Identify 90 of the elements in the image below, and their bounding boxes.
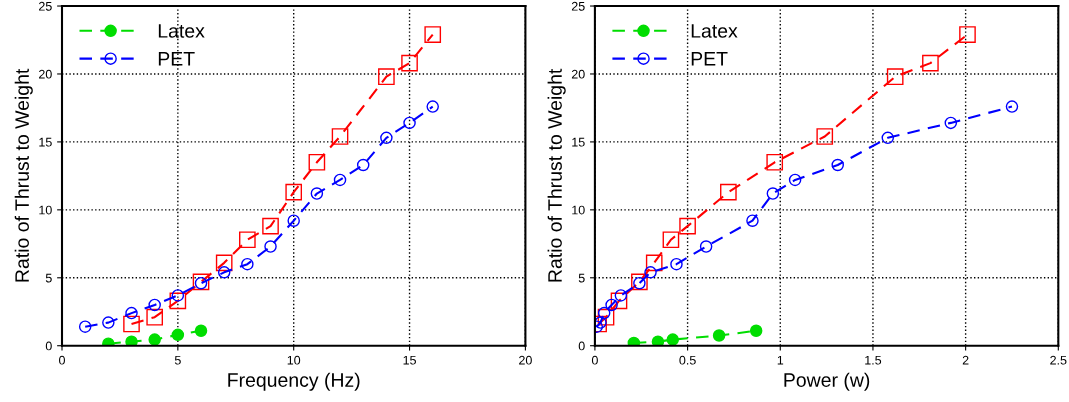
point (239, 231, 256, 249)
point (356, 158, 370, 172)
point (378, 68, 395, 86)
point (308, 153, 326, 171)
point (262, 217, 279, 235)
point (148, 333, 161, 346)
legend-label: PET (691, 52, 728, 66)
point (169, 292, 187, 310)
point (662, 231, 680, 249)
point (426, 100, 439, 113)
point (614, 289, 628, 302)
x-tick-label: 5 (174, 355, 181, 365)
x-axis-title: Power (w) (784, 372, 870, 391)
y-axis-title: Ratio of Thrust to Weight (547, 68, 566, 282)
point (403, 116, 416, 130)
y-tick-label: 5 (45, 273, 52, 283)
x-tick-label: 0 (591, 355, 598, 365)
point (78, 320, 92, 333)
point (380, 131, 393, 145)
y-tick-label: 15 (572, 137, 585, 147)
x-tick-label: 20 (519, 355, 532, 365)
point (766, 187, 780, 200)
y-tick-label: 5 (578, 273, 585, 283)
point (171, 328, 185, 342)
point (123, 315, 140, 333)
point (666, 333, 680, 346)
point (1005, 100, 1019, 113)
point (679, 217, 696, 235)
point (217, 266, 231, 279)
point (645, 254, 663, 272)
y-tick-label: 0 (578, 341, 585, 351)
point (333, 173, 347, 187)
legend-label: Latex (158, 24, 205, 38)
point (148, 298, 161, 312)
x-tick-label: 0 (59, 355, 65, 365)
point (401, 54, 418, 72)
y-tick-label: 10 (39, 205, 52, 215)
y-tick-label: 20 (571, 69, 585, 79)
point (125, 306, 138, 320)
y-tick-label: 25 (571, 1, 585, 11)
point (881, 131, 895, 145)
point (922, 54, 939, 72)
point (749, 324, 763, 338)
point (424, 26, 442, 43)
x-axis-title: Frequency (Hz) (228, 372, 360, 391)
x-tick-label: 0.5 (679, 355, 696, 365)
x-tick-label: 2.5 (1050, 355, 1067, 365)
point (194, 324, 208, 338)
y-tick-label: 15 (39, 137, 52, 147)
point (699, 240, 713, 253)
point (886, 68, 904, 86)
point (627, 336, 641, 346)
point (597, 308, 615, 326)
x-tick-label: 15 (403, 355, 416, 365)
point (816, 128, 834, 145)
point (171, 289, 185, 302)
point (644, 266, 657, 279)
point (788, 173, 802, 187)
point (146, 308, 164, 326)
point (310, 187, 324, 200)
point (125, 335, 138, 346)
x-tick-label: 1 (777, 355, 784, 365)
point (285, 183, 303, 201)
point (670, 257, 683, 271)
point (287, 214, 300, 227)
point (766, 153, 784, 171)
y-tick-label: 25 (39, 1, 52, 11)
legend-label: PET (158, 52, 195, 66)
legend-label: Latex (691, 24, 738, 38)
point (215, 254, 233, 272)
x-tick-label: 1.5 (865, 355, 882, 365)
point (331, 128, 349, 145)
point (264, 240, 277, 253)
y-tick-label: 0 (45, 341, 52, 351)
point (102, 316, 115, 329)
point (651, 335, 665, 346)
point (944, 116, 958, 130)
point (720, 183, 737, 201)
point (712, 329, 726, 342)
point (831, 158, 844, 172)
point (241, 257, 254, 271)
y-tick-label: 10 (572, 205, 585, 215)
point (746, 214, 759, 227)
y-tick-label: 20 (39, 69, 52, 79)
x-tick-label: 2 (962, 355, 969, 365)
point (959, 26, 976, 43)
y-axis-title: Ratio of Thrust to Weight (14, 68, 33, 282)
x-tick-label: 10 (287, 355, 301, 365)
point (597, 306, 611, 320)
point (605, 298, 618, 312)
